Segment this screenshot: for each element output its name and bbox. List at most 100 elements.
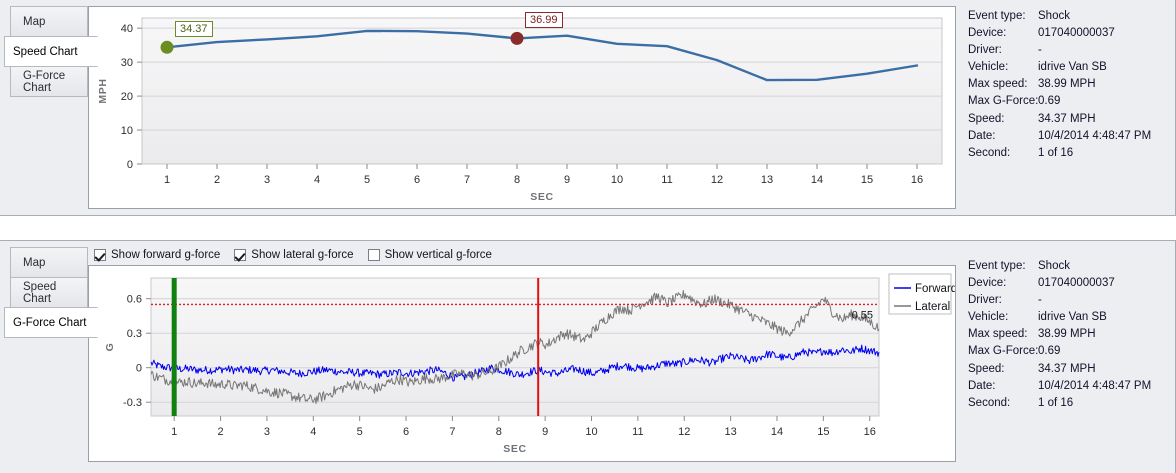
info-row: Event type: Shock xyxy=(968,8,1151,25)
info-row: Event type: Shock xyxy=(968,258,1151,275)
event-info-top: Event type: Shock Device: 017040000037 Drive… xyxy=(968,8,1152,162)
checkbox-icon[interactable] xyxy=(367,249,380,261)
checkbox-label: Show vertical g-force xyxy=(384,249,492,261)
sidebar-item-gforce-chart[interactable]: G-Force Chart xyxy=(10,66,88,97)
checkbox-icon[interactable] xyxy=(94,249,106,261)
sidebar-item-gforce-chart-2[interactable]: G-Force Chart xyxy=(4,307,98,338)
checkbox-label: Show forward g-force xyxy=(111,249,221,261)
info-row: Max speed: 38.99 MPH xyxy=(968,76,1151,93)
info-row: Speed: 34.37 MPH xyxy=(968,111,1151,128)
svg-text:30: 30 xyxy=(121,57,133,69)
info-row: Driver: - xyxy=(968,292,1151,309)
info-value: 38.99 MPH xyxy=(1038,78,1096,91)
info-key: Event type: xyxy=(968,260,1026,272)
tab-label: G-Force Chart xyxy=(23,69,66,94)
info-row: Second: 1 of 16 xyxy=(968,145,1151,162)
tab-label: G-Force Chart xyxy=(13,316,87,329)
info-key: Max G-Force: xyxy=(968,345,1039,358)
svg-text:12: 12 xyxy=(711,174,723,186)
svg-text:5: 5 xyxy=(357,426,363,438)
info-row: Max speed: 38.99 MPH xyxy=(968,326,1151,343)
info-key: Speed: xyxy=(968,362,1005,375)
svg-text:6: 6 xyxy=(403,426,409,438)
info-key: Device: xyxy=(968,27,1007,40)
tab-label: Speed Chart xyxy=(13,45,78,58)
info-key: Second: xyxy=(968,396,1011,409)
gforce-content: Show forward g-force Show lateral g-forc… xyxy=(88,241,956,473)
info-value: 0.69 xyxy=(1038,345,1061,358)
svg-text:0: 0 xyxy=(127,159,133,171)
info-key: Max G-Force: xyxy=(968,95,1039,108)
svg-text:3: 3 xyxy=(264,174,270,186)
info-key: Speed: xyxy=(968,112,1005,125)
checkbox-show-lateral-gforce[interactable]: Show lateral g-force xyxy=(234,249,354,261)
svg-text:6: 6 xyxy=(414,174,420,186)
speed-chart-panel: Map Speed Chart G-Force Chart 0 10 20 30 40 1… xyxy=(0,0,1176,216)
info-row: Driver: - xyxy=(968,42,1151,59)
speed-chart-plot: 0 10 20 30 40 1 2 3 4 5 6 7 8 9 10 11 12 13 14 15 16 SEC MPH 3… xyxy=(89,7,955,209)
info-value: Shock xyxy=(1038,10,1070,22)
sidebar-item-speed-chart-2[interactable]: Speed Chart xyxy=(10,277,88,308)
svg-text:13: 13 xyxy=(761,174,773,186)
info-row: Speed: 34.37 MPH xyxy=(968,361,1151,378)
svg-text:20: 20 xyxy=(121,91,133,103)
svg-text:SEC: SEC xyxy=(503,443,526,455)
tab-label: Speed Chart xyxy=(23,280,57,305)
svg-text:1: 1 xyxy=(164,174,170,186)
info-value: idrive Van SB xyxy=(1038,311,1107,324)
svg-text:2: 2 xyxy=(214,174,220,186)
svg-text:Forward: Forward xyxy=(915,283,955,295)
svg-text:3: 3 xyxy=(264,426,270,438)
svg-text:16: 16 xyxy=(864,426,876,438)
info-value: 38.99 MPH xyxy=(1038,328,1096,341)
svg-text:7: 7 xyxy=(464,174,470,186)
sidebar-item-map[interactable]: Map xyxy=(10,6,88,37)
gforce-chart-frame: -0.3 0 0.3 0.6 1 2 3 4 5 6 7 8 9 10 11 12 13 14 15 16 0.55 SE… xyxy=(88,265,956,462)
sidebar-item-speed-chart[interactable]: Speed Chart xyxy=(4,36,98,67)
svg-text:9: 9 xyxy=(542,426,548,438)
event-info-bottom: Event type: Shock Device: 017040000037 Drive… xyxy=(968,258,1152,412)
bottom-tab-strip: Map Speed Chart G-Force Chart xyxy=(0,241,98,473)
info-key: Event type: xyxy=(968,10,1026,22)
svg-text:14: 14 xyxy=(771,426,783,438)
checkbox-icon[interactable] xyxy=(234,249,247,261)
sidebar-item-map-2[interactable]: Map xyxy=(10,247,88,278)
svg-text:2: 2 xyxy=(217,426,223,438)
svg-text:1: 1 xyxy=(171,426,177,438)
gforce-checkbox-row: Show forward g-force Show lateral g-forc… xyxy=(94,246,492,264)
info-value: 10/4/2014 4:48:47 PM xyxy=(1038,379,1152,392)
info-key: Driver: xyxy=(968,294,1002,307)
svg-text:12: 12 xyxy=(678,426,690,438)
checkbox-show-vertical-gforce[interactable]: Show vertical g-force xyxy=(367,249,492,261)
svg-text:8: 8 xyxy=(496,426,502,438)
info-key: Device: xyxy=(968,277,1007,290)
info-row: Date: 10/4/2014 4:48:47 PM xyxy=(968,128,1151,145)
info-row: Vehicle: idrive Van SB xyxy=(968,309,1151,326)
svg-text:8: 8 xyxy=(514,174,520,186)
svg-text:15: 15 xyxy=(861,174,873,186)
info-value: 34.37 MPH xyxy=(1038,112,1096,125)
svg-text:5: 5 xyxy=(364,174,370,186)
speed-annotation-event: 36.99 xyxy=(525,12,563,29)
info-row: Max G-Force: 0.69 xyxy=(968,343,1151,360)
info-value: 017040000037 xyxy=(1038,27,1115,40)
info-row: Max G-Force: 0.69 xyxy=(968,93,1151,110)
info-key: Second: xyxy=(968,146,1011,159)
info-key: Date: xyxy=(968,129,996,142)
info-key: Date: xyxy=(968,379,996,392)
info-value: 1 of 16 xyxy=(1038,396,1074,409)
info-value: 10/4/2014 4:48:47 PM xyxy=(1038,129,1152,142)
info-row: Vehicle: idrive Van SB xyxy=(968,59,1151,76)
svg-text:10: 10 xyxy=(121,125,133,137)
tab-label: Map xyxy=(23,256,46,269)
svg-text:0.3: 0.3 xyxy=(127,328,142,340)
speed-annotation-start: 34.37 xyxy=(175,21,213,38)
info-row: Date: 10/4/2014 4:48:47 PM xyxy=(968,378,1151,395)
info-key: Driver: xyxy=(968,44,1002,57)
info-row: Device: 017040000037 xyxy=(968,25,1151,42)
gforce-chart-svg: -0.300.30.61 2 3 4 5 6 7 8 9 10 11 12 13 14 15 160.55SE… xyxy=(104,273,955,455)
checkbox-show-forward-gforce[interactable]: Show forward g-force xyxy=(94,249,220,261)
svg-text:11: 11 xyxy=(661,174,672,186)
